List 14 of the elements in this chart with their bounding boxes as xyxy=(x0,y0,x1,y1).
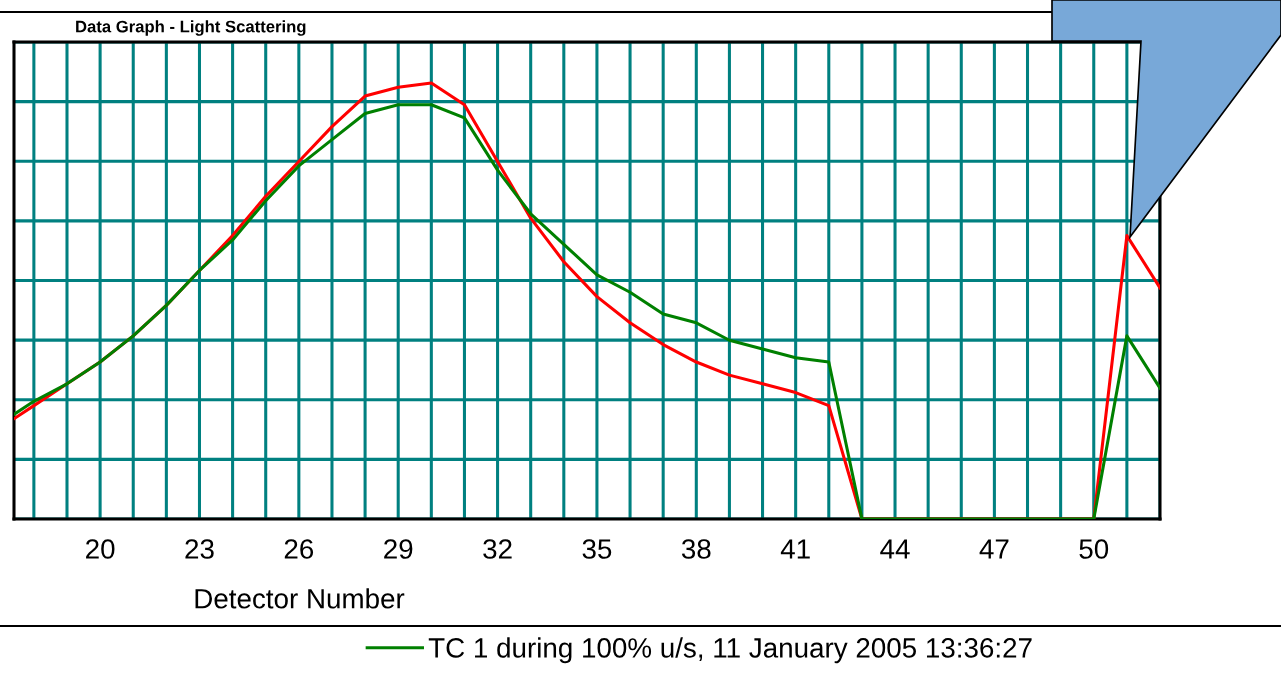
x-tick-label: 35 xyxy=(582,539,612,559)
x-tick-label: 32 xyxy=(483,539,512,559)
x-tick-label: 44 xyxy=(880,539,910,559)
x-tick-label: 38 xyxy=(681,539,711,559)
legend-label: TC 1 during 100% u/s, 11 January 2005 13:36:27 xyxy=(428,637,1032,664)
chart-title: Data Graph - Light Scattering xyxy=(76,20,306,36)
x-tick-label: 47 xyxy=(979,539,1009,559)
x-tick-label: 29 xyxy=(384,539,413,559)
x-tick-label: 20 xyxy=(86,539,115,559)
x-tick-label: 50 xyxy=(1079,539,1109,559)
x-axis-title: Detector Number xyxy=(195,588,405,609)
x-tick-label: 41 xyxy=(780,539,810,559)
x-tick-label: 23 xyxy=(185,539,214,559)
x-tick-label: 26 xyxy=(284,539,314,559)
